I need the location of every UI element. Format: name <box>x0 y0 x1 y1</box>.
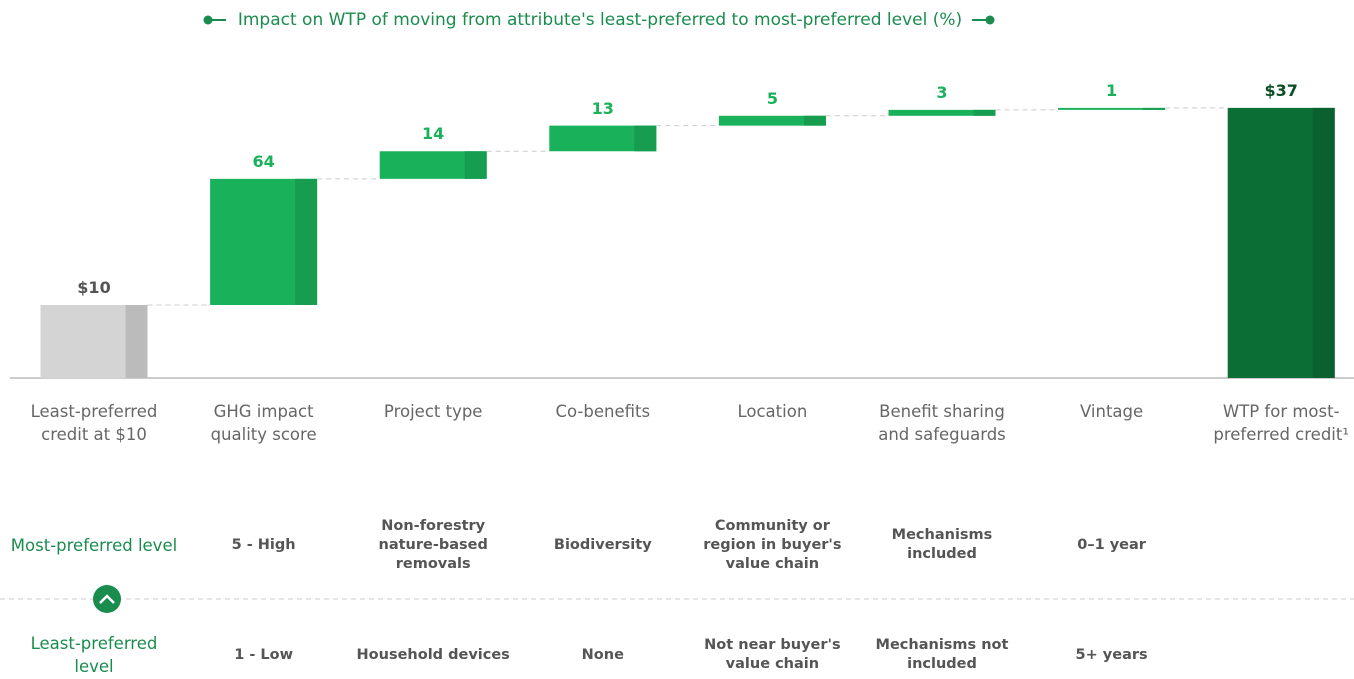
table-cell: 5+ years <box>1075 646 1148 663</box>
table-cell: Not near buyer's value chain <box>704 637 841 672</box>
chevron-icon <box>93 585 121 613</box>
bar-shade <box>125 305 148 378</box>
bar-shade <box>634 125 657 152</box>
x-tick-label: Project type <box>383 402 483 421</box>
x-tick-label: Co-benefits <box>555 402 651 421</box>
title-marker <box>203 15 227 25</box>
row-label: Least-preferred level <box>30 634 158 676</box>
bar <box>888 109 996 116</box>
row-label: Most-preferred level <box>10 535 178 555</box>
chart-title: Impact on WTP of moving from attribute's… <box>237 10 963 30</box>
table-cell: 1 - Low <box>234 646 293 663</box>
bar <box>1058 107 1166 110</box>
table-cell: 0–1 year <box>1077 536 1146 553</box>
value-label: 1 <box>1106 80 1118 100</box>
value-label: 64 <box>252 151 275 171</box>
x-tick-label: Location <box>737 402 808 421</box>
table-cell: Community or region in buyer's value cha… <box>703 517 842 572</box>
table-cell: None <box>581 646 624 663</box>
value-label: $37 <box>1264 80 1298 100</box>
value-label: 3 <box>936 82 948 102</box>
title-wrap: Impact on WTP of moving from attribute's… <box>0 10 1200 30</box>
title-marker <box>971 15 995 25</box>
bar-shade <box>803 115 826 126</box>
table-cell: Mechanisms not included <box>875 637 1009 672</box>
x-tick-label: GHG impact quality score <box>210 402 317 444</box>
x-tick-label: Benefit sharing and safeguards <box>878 402 1006 444</box>
table-cell: Biodiversity <box>553 536 652 553</box>
value-label: 5 <box>766 88 778 108</box>
bar-shade <box>464 151 487 179</box>
x-tick-label: Least-preferred credit at $10 <box>30 402 158 444</box>
bar <box>718 115 826 126</box>
bar-shade <box>973 109 996 116</box>
chevron <box>99 594 115 604</box>
table-cell: 5 - High <box>231 536 296 553</box>
bar-shade <box>1143 107 1166 110</box>
x-tick-label: WTP for most-preferred credit¹ <box>1213 402 1349 444</box>
bar-shade <box>1312 107 1335 379</box>
table-cell: Non-forestry nature-based removals <box>378 517 488 572</box>
bar-shade <box>295 178 318 305</box>
table-cell: Mechanisms included <box>891 527 993 562</box>
value-label: 13 <box>591 98 614 118</box>
value-label: 14 <box>422 124 445 144</box>
table-cell: Household devices <box>356 646 510 663</box>
x-tick-label: Vintage <box>1080 402 1144 421</box>
value-label: $10 <box>77 278 111 297</box>
